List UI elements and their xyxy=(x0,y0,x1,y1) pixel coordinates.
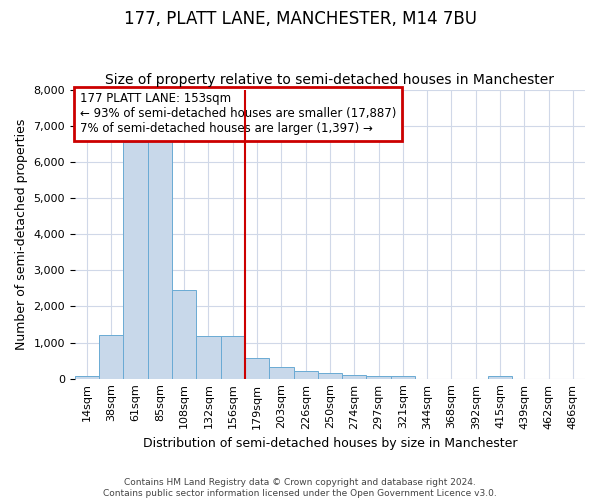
Bar xyxy=(367,376,391,378)
Bar xyxy=(318,374,342,378)
Bar xyxy=(148,138,172,378)
Bar xyxy=(293,372,318,378)
Bar xyxy=(391,376,415,378)
Bar xyxy=(99,336,124,378)
Bar xyxy=(245,358,269,378)
X-axis label: Distribution of semi-detached houses by size in Manchester: Distribution of semi-detached houses by … xyxy=(143,437,517,450)
Y-axis label: Number of semi-detached properties: Number of semi-detached properties xyxy=(15,118,28,350)
Bar xyxy=(488,376,512,378)
Bar xyxy=(124,142,148,378)
Title: Size of property relative to semi-detached houses in Manchester: Size of property relative to semi-detach… xyxy=(106,73,554,87)
Text: Contains HM Land Registry data © Crown copyright and database right 2024.
Contai: Contains HM Land Registry data © Crown c… xyxy=(103,478,497,498)
Bar xyxy=(172,290,196,378)
Bar xyxy=(269,367,293,378)
Text: 177 PLATT LANE: 153sqm
← 93% of semi-detached houses are smaller (17,887)
7% of : 177 PLATT LANE: 153sqm ← 93% of semi-det… xyxy=(80,92,397,136)
Bar xyxy=(221,336,245,378)
Bar xyxy=(75,376,99,378)
Text: 177, PLATT LANE, MANCHESTER, M14 7BU: 177, PLATT LANE, MANCHESTER, M14 7BU xyxy=(124,10,476,28)
Bar xyxy=(342,375,367,378)
Bar xyxy=(196,336,221,378)
